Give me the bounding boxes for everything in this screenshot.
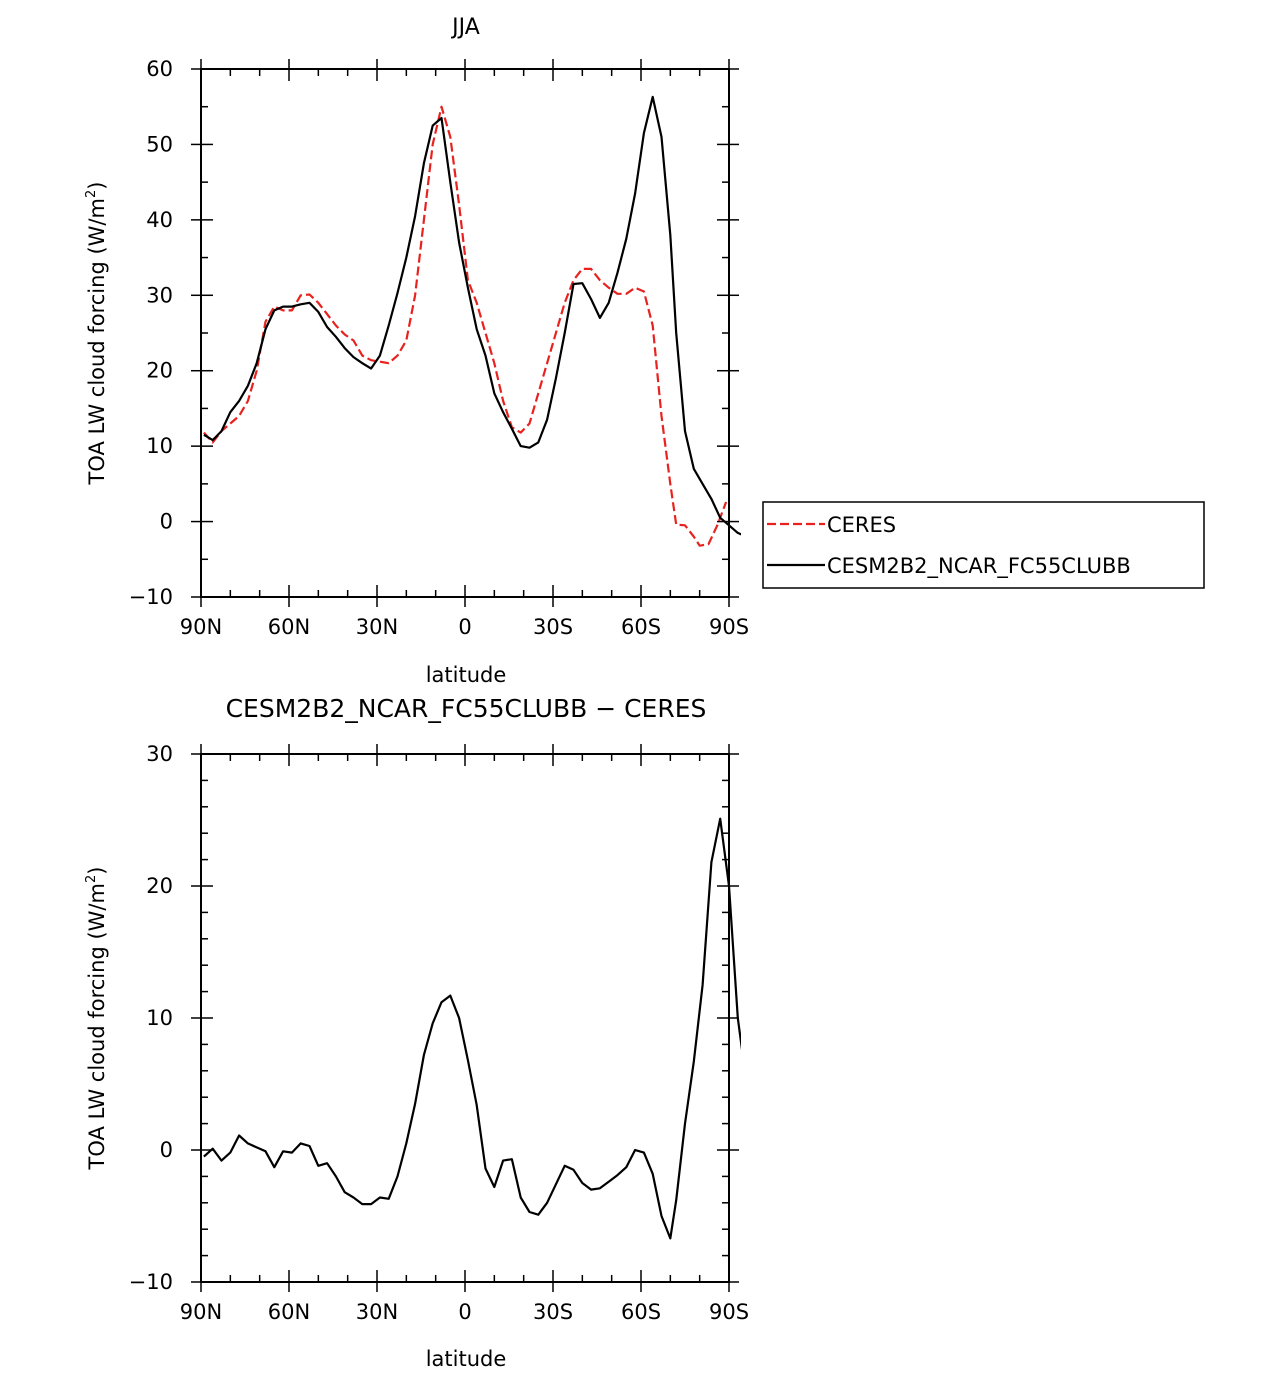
bottom-series (203, 817, 741, 1240)
top-y-tick-label: 50 (146, 132, 173, 156)
bottom-y-tick-label: 0 (160, 1138, 173, 1162)
bottom-y-tick-label: −10 (129, 1270, 173, 1294)
top-x-tick-label: 30N (356, 615, 398, 639)
bottom-x-axis-label: latitude (426, 1347, 507, 1371)
top-series-line-cesm2b2-ncar-fc55clubb (203, 95, 741, 536)
top-x-axis-label: latitude (426, 663, 507, 687)
top-x-tick-label: 90N (180, 615, 222, 639)
bottom-y-axis-label-close: ) (85, 867, 109, 875)
bottom-y-tick-label: 20 (146, 874, 173, 898)
top-y-tick-label: 60 (146, 57, 173, 81)
top-y-tick-label: 10 (146, 434, 173, 458)
top-y-tick-label: 30 (146, 283, 173, 307)
top-tick-labels: 90N 60N 30N 0 30S 60S 90S 60 50 40 30 20 10 0 −10 (129, 57, 749, 639)
legend-box (762, 501, 1205, 589)
legend: CERES CESM2B2_NCAR_FC55CLUBB (762, 501, 1205, 589)
top-chart: JJA 90N 60N 30N 0 30S 60S 90S6050403020100−10 … (84, 15, 1205, 687)
top-plot-frame (200, 68, 730, 598)
top-y-axis-label-close: ) (85, 182, 109, 190)
legend-label-ceres: CERES (827, 513, 896, 537)
top-series-line-ceres (203, 105, 728, 547)
top-y-tick-label: 20 (146, 359, 173, 383)
bottom-series-line-0 (203, 817, 741, 1240)
top-y-tick-label: 0 (160, 510, 173, 534)
bottom-y-tick-label: 30 (146, 742, 173, 766)
bottom-x-tick-label: 0 (458, 1300, 471, 1324)
top-y-axis-label-main: TOA LW cloud forcing (W/m (85, 198, 109, 485)
top-y-tick-label: 40 (146, 208, 173, 232)
top-series (203, 95, 741, 547)
bottom-x-tick-label: 60N (268, 1300, 310, 1324)
bottom-y-axis-label-sup: 2 (84, 875, 99, 883)
top-chart-title: JJA (450, 15, 480, 40)
legend-label-model: CESM2B2_NCAR_FC55CLUBB (827, 554, 1131, 579)
bottom-x-tick-label: 30S (533, 1300, 573, 1324)
top-y-axis-label-sup: 2 (84, 190, 99, 198)
bottom-tick-labels: 90N 60N 30N 0 30S 60S 90S 30 20 10 0 −10 (129, 742, 749, 1324)
bottom-x-tick-label: 30N (356, 1300, 398, 1324)
top-x-tick-label: 60N (268, 615, 310, 639)
bottom-x-tick-label: 90N (180, 1300, 222, 1324)
bottom-y-tick-label: 10 (146, 1006, 173, 1030)
bottom-chart-title: CESM2B2_NCAR_FC55CLUBB − CERES (226, 694, 707, 723)
bottom-y-axis-label: TOA LW cloud forcing (W/m2) (84, 867, 109, 1171)
bottom-ticks (191, 744, 739, 1292)
top-x-tick-label: 30S (533, 615, 573, 639)
top-x-tick-label: 60S (621, 615, 661, 639)
top-y-tick-label: −10 (129, 585, 173, 609)
bottom-x-tick-label: 90S (709, 1300, 749, 1324)
bottom-chart: CESM2B2_NCAR_FC55CLUBB − CERES 90N 60N 30N… (84, 694, 749, 1371)
top-ticks (191, 59, 739, 607)
bottom-x-tick-label: 60S (621, 1300, 661, 1324)
top-x-tick-label: 90S (709, 615, 749, 639)
top-y-axis-label: TOA LW cloud forcing (W/m2) (84, 182, 109, 486)
top-x-tick-label: 0 (458, 615, 471, 639)
bottom-y-axis-label-main: TOA LW cloud forcing (W/m (85, 883, 109, 1170)
bottom-plot-frame (200, 753, 730, 1283)
